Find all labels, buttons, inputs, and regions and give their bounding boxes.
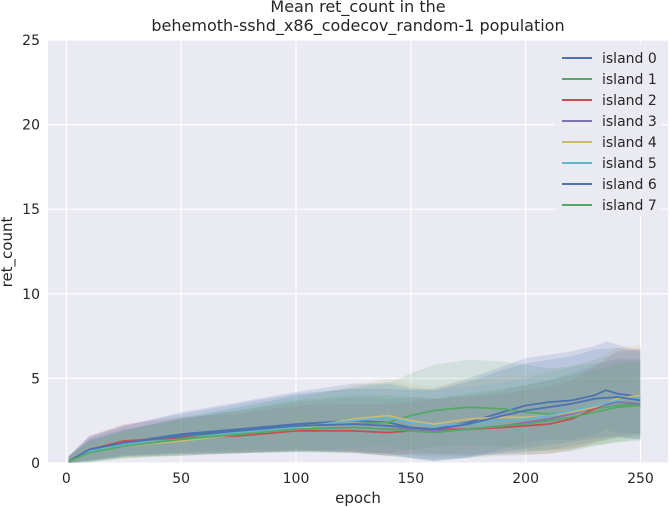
legend-label: island 3: [602, 114, 657, 130]
legend-frame: [554, 44, 662, 216]
y-axis-label: ret_count: [0, 217, 17, 288]
legend-label: island 6: [602, 177, 657, 193]
x-tick-label: 50: [172, 471, 190, 487]
y-tick-label: 25: [22, 33, 40, 49]
y-tick-label: 15: [22, 202, 40, 218]
x-tick-label: 100: [283, 471, 310, 487]
legend: island 0 island 1 island 2 island 3 island 4…: [554, 44, 662, 216]
legend-label: island 0: [602, 51, 657, 67]
legend-label: island 1: [602, 72, 657, 88]
x-axis-label: epoch: [335, 489, 381, 507]
legend-label: island 4: [602, 135, 657, 151]
y-tick-label: 0: [31, 456, 40, 472]
x-tick-label: 0: [62, 471, 71, 487]
x-tick-label: 250: [627, 471, 654, 487]
series-line: [68, 394, 641, 463]
chart-title-line-2: behemoth-sshd_x86_codecov_random-1 popul…: [151, 16, 564, 36]
y-tick-label: 10: [22, 287, 40, 303]
x-tick-label: 150: [397, 471, 424, 487]
y-tick-label: 5: [31, 371, 40, 387]
x-tick-label: 200: [512, 471, 539, 487]
line-layer: [68, 389, 641, 463]
legend-label: island 5: [602, 156, 657, 172]
chart-title-line-1: Mean ret_count in the: [270, 0, 445, 17]
series-line: [68, 404, 641, 463]
legend-label: island 7: [602, 198, 657, 214]
legend-label: island 2: [602, 93, 657, 109]
tick-layer: 0 50 100 150 200 250 0 5 10 15 20 25: [22, 33, 654, 487]
y-tick-label: 20: [22, 118, 40, 134]
series-line: [68, 396, 641, 463]
